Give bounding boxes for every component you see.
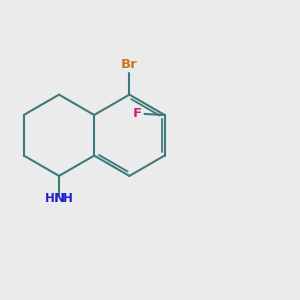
Text: H: H bbox=[63, 192, 73, 205]
Text: Br: Br bbox=[121, 58, 138, 71]
Text: H: H bbox=[45, 192, 55, 205]
Text: N: N bbox=[53, 192, 64, 205]
Text: F: F bbox=[133, 107, 142, 121]
